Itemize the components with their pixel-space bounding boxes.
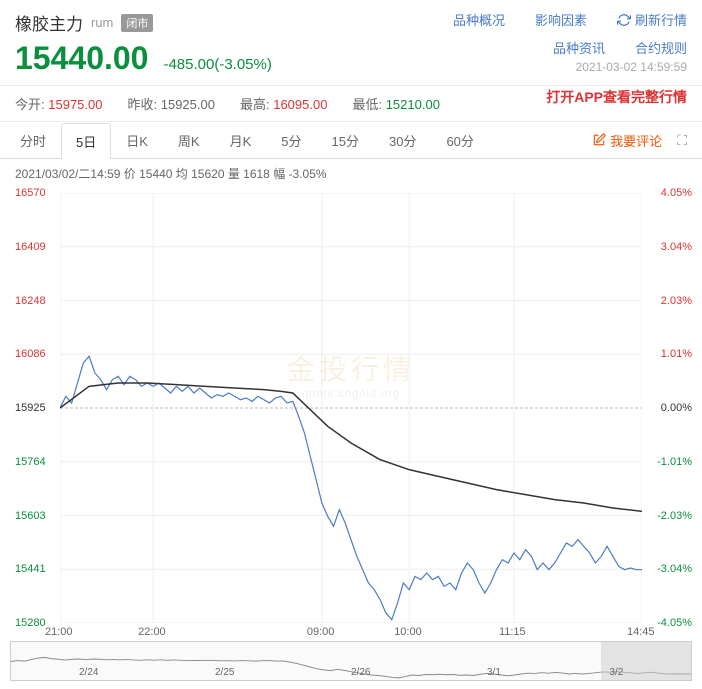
instrument-code: rum	[91, 15, 113, 30]
y-left-label: 15925	[15, 402, 46, 414]
market-status: 闭市	[121, 14, 153, 32]
last-price: 15440.00	[15, 40, 148, 77]
y-right-label: -4.05%	[657, 617, 692, 629]
open-value: 15975.00	[48, 97, 102, 112]
nav-date-label: 2/24	[79, 667, 98, 678]
nav-date-label: 2/26	[351, 667, 370, 678]
y-left-label: 16570	[15, 187, 46, 199]
timeframe-tabs: 分时 5日 日K 周K 月K 5分 15分 30分 60分 我要评论 ⛶	[0, 122, 702, 159]
instrument-name: 橡胶主力	[15, 10, 83, 35]
price-chart[interactable]: 金投行情 quote.cngold.org 165701640916248160…	[10, 193, 692, 623]
x-label: 22:00	[138, 626, 166, 638]
app-promo[interactable]: 打开APP查看完整行情	[546, 87, 687, 107]
y-right-label: 3.04%	[661, 241, 692, 253]
y-left-label: 15764	[15, 456, 46, 468]
nav-date-label: 3/1	[487, 667, 501, 678]
y-left-label: 15603	[15, 510, 46, 522]
high-value: 16095.00	[273, 97, 327, 112]
tab-wk[interactable]: 周K	[163, 122, 215, 158]
edit-icon	[592, 133, 606, 147]
expand-icon[interactable]: ⛶	[677, 132, 687, 149]
nav-date-label: 2/25	[215, 667, 234, 678]
y-right-label: 1.01%	[661, 348, 692, 360]
tab-30m[interactable]: 30分	[374, 122, 431, 158]
y-right-label: 2.03%	[661, 295, 692, 307]
link-rules[interactable]: 合约规则	[635, 38, 687, 57]
y-left-label: 16086	[15, 348, 46, 360]
y-left-label: 16248	[15, 295, 46, 307]
ohlc-bar: 今开: 15975.00 昨收: 15925.00 最高: 16095.00 最…	[0, 85, 702, 122]
link-overview[interactable]: 品种概况	[453, 10, 505, 29]
timestamp: 2021-03-02 14:59:59	[576, 60, 687, 74]
y-left-label: 16409	[15, 241, 46, 253]
x-label: 14:45	[627, 626, 655, 638]
chart-info: 2021/03/02/二14:59 价 15440 均 15620 量 1618…	[0, 159, 702, 188]
link-factors[interactable]: 影响因素	[535, 10, 587, 29]
x-label: 11:15	[499, 626, 526, 638]
y-left-label: 15280	[15, 617, 46, 629]
refresh-button[interactable]: 刷新行情	[617, 10, 687, 29]
link-news[interactable]: 品种资讯	[553, 38, 605, 57]
refresh-icon	[617, 13, 631, 27]
tab-dk[interactable]: 日K	[111, 122, 163, 158]
nav-date-label: 3/2	[609, 667, 623, 678]
comment-button[interactable]: 我要评论	[592, 131, 662, 150]
x-label: 10:00	[394, 626, 422, 638]
tab-60m[interactable]: 60分	[431, 122, 488, 158]
y-right-label: 0.00%	[661, 402, 692, 414]
tab-mk[interactable]: 月K	[215, 122, 267, 158]
x-label: 09:00	[307, 626, 335, 638]
bottom-links: 品种资讯 合约规则	[553, 38, 687, 57]
tab-tick[interactable]: 分时	[5, 122, 61, 158]
tab-5d[interactable]: 5日	[61, 123, 111, 159]
top-links: 品种概况 影响因素 刷新行情	[453, 10, 687, 29]
date-navigator[interactable]: 2/24 2/25 2/26 3/1 3/2	[10, 641, 692, 681]
y-right-label: 4.05%	[661, 187, 692, 199]
tab-5m[interactable]: 5分	[266, 122, 316, 158]
tab-15m[interactable]: 15分	[317, 122, 374, 158]
y-left-label: 15441	[15, 563, 46, 575]
low-value: 15210.00	[386, 97, 440, 112]
price-change: -485.00(-3.05%)	[163, 56, 271, 73]
y-right-label: -2.03%	[657, 510, 692, 522]
prev-close-value: 15925.00	[161, 97, 215, 112]
x-label: 21:00	[45, 626, 73, 638]
y-right-label: -3.04%	[657, 563, 692, 575]
y-right-label: -1.01%	[657, 456, 692, 468]
